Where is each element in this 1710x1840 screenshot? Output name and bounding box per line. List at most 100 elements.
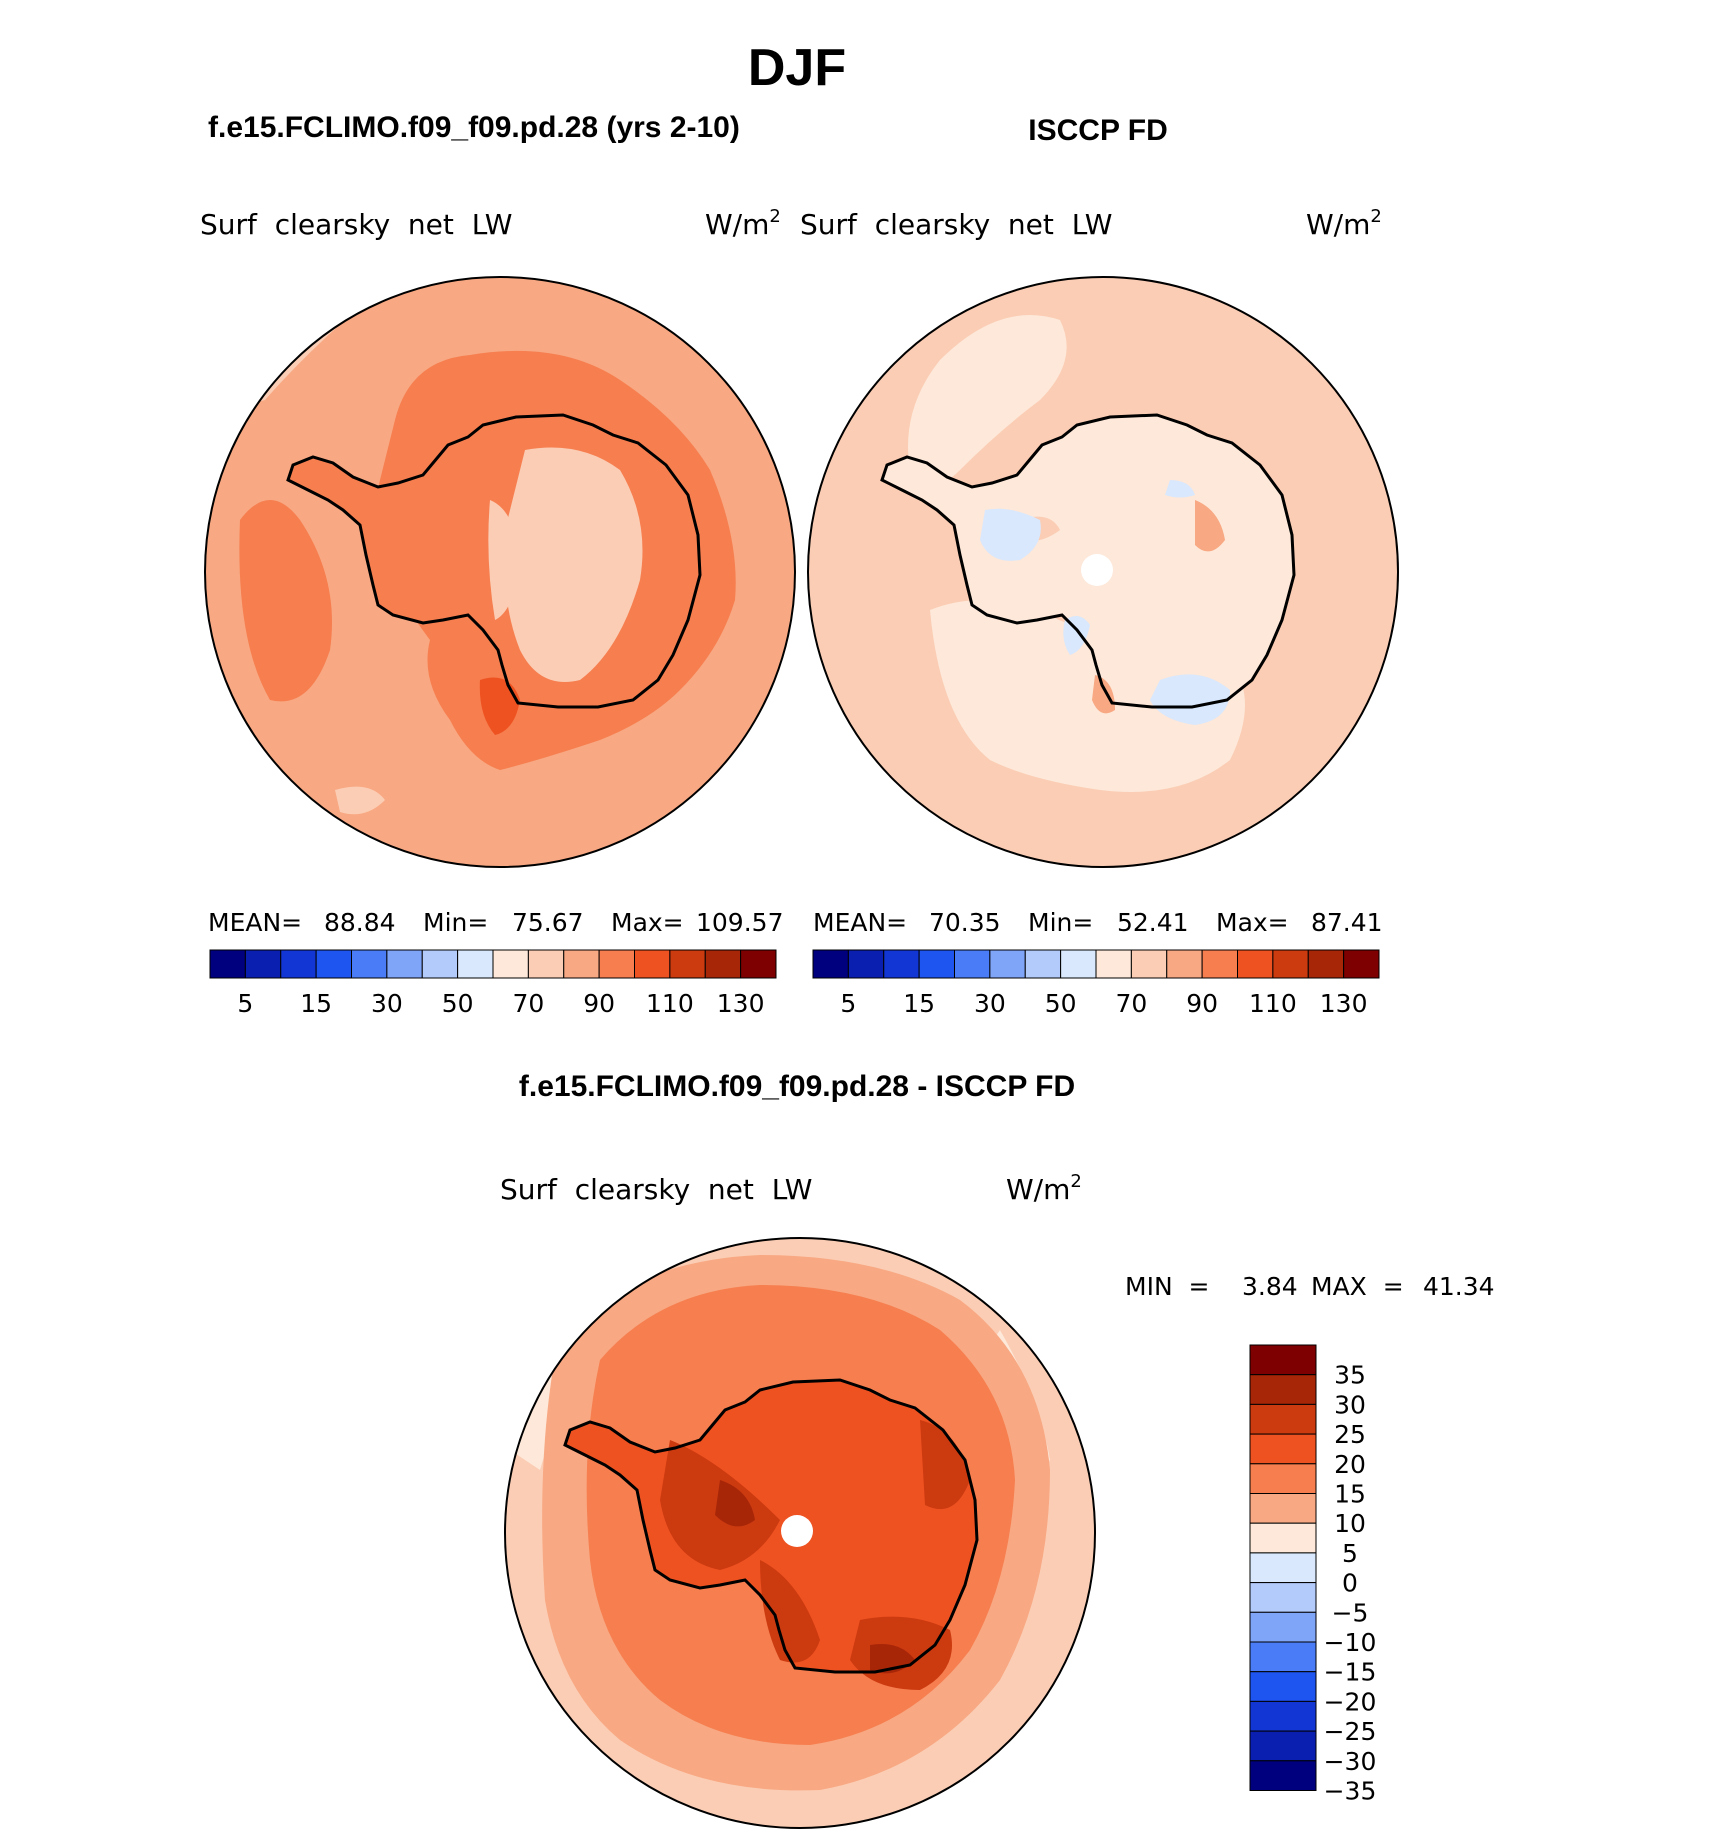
left-colorbar-box	[421, 949, 459, 979]
right-colorbar-box	[847, 949, 885, 979]
left-colorbar-box	[209, 949, 246, 979]
left-colorbar-box	[563, 949, 600, 979]
left-colorbar-box	[492, 949, 529, 979]
right-mean-value: 70.35	[929, 908, 1001, 937]
left-colorbar-box	[351, 949, 388, 979]
right-case-title: ISCCP FD	[1028, 114, 1167, 147]
left-variable-label: Surf clearsky net LW	[200, 208, 512, 241]
diff-colorbar-box	[1249, 1641, 1317, 1673]
right-max-value: 87.41	[1311, 908, 1383, 937]
right-colorbar: 5 15 30 50 70 90 110 130	[812, 949, 1380, 1018]
right-units-sup: 2	[1370, 206, 1381, 227]
diff-colorbar-label: −20	[1324, 1687, 1377, 1716]
left-colorbar-label: 110	[646, 989, 694, 1018]
right-colorbar-label: 90	[1186, 989, 1218, 1018]
diff-colorbar-box	[1249, 1522, 1317, 1554]
left-colorbar-label: 50	[442, 989, 474, 1018]
left-max-label: Max=	[611, 908, 684, 937]
left-colorbar-box	[598, 949, 635, 979]
diff-colorbar-box	[1249, 1374, 1317, 1405]
left-mean-label: MEAN=	[208, 908, 302, 937]
diff-colorbar-label: 15	[1334, 1480, 1366, 1509]
left-colorbar-label: 70	[512, 989, 544, 1018]
diff-polar-map	[505, 1238, 1095, 1828]
diff-colorbar-label: 25	[1334, 1420, 1366, 1449]
left-stats: MEAN= 88.84 Min= 75.67 Max= 109.57	[208, 908, 783, 937]
diff-colorbar-box	[1249, 1552, 1317, 1584]
left-colorbar-box	[669, 949, 706, 979]
left-min-value: 75.67	[512, 908, 584, 937]
right-colorbar-box	[1095, 949, 1132, 979]
diff-max-label: MAX =	[1311, 1272, 1404, 1301]
left-colorbar-box	[634, 949, 671, 979]
left-colorbar-label: 30	[371, 989, 403, 1018]
diff-colorbar-label: −25	[1324, 1717, 1377, 1746]
right-mean-label: MEAN=	[813, 908, 907, 937]
right-colorbar-label: 5	[840, 989, 856, 1018]
diff-colorbar-label: 35	[1334, 1361, 1366, 1390]
diff-colorbar-label: 20	[1334, 1450, 1366, 1479]
diff-colorbar-label: −5	[1332, 1598, 1369, 1627]
right-colorbar-box	[1307, 949, 1345, 979]
diff-min-value: 3.84	[1242, 1272, 1298, 1301]
left-colorbar-box	[704, 949, 742, 979]
right-colorbar-box	[1343, 949, 1380, 979]
left-colorbar-label: 130	[717, 989, 765, 1018]
right-colorbar-box	[1201, 949, 1238, 979]
right-stats: MEAN= 70.35 Min= 52.41 Max= 87.41	[813, 908, 1383, 937]
right-colorbar-label: 110	[1249, 989, 1297, 1018]
right-colorbar-box	[989, 949, 1026, 979]
diff-colorbar-box	[1249, 1433, 1317, 1465]
diff-colorbar-label: −15	[1324, 1658, 1377, 1687]
right-colorbar-label: 30	[974, 989, 1006, 1018]
right-variable-label: Surf clearsky net LW	[800, 208, 1112, 241]
left-colorbar-label: 90	[583, 989, 615, 1018]
left-max-value: 109.57	[696, 908, 783, 937]
diff-colorbar-box	[1249, 1760, 1317, 1792]
right-colorbar-box	[954, 949, 991, 979]
diff-colorbar-box	[1249, 1730, 1317, 1762]
diff-colorbar-box	[1249, 1582, 1317, 1613]
left-colorbar-box	[527, 949, 565, 979]
right-colorbar-label: 70	[1115, 989, 1147, 1018]
left-units-text: W/m	[705, 208, 769, 241]
diff-minmax: MIN = 3.84 MAX = 41.34	[1125, 1272, 1495, 1301]
diff-colorbar-label: 0	[1342, 1569, 1358, 1598]
diff-units-text: W/m	[1006, 1173, 1070, 1206]
diff-colorbar-box	[1249, 1403, 1317, 1435]
right-colorbar-box	[1130, 949, 1168, 979]
diff-colorbar-box	[1249, 1671, 1317, 1702]
right-colorbar-box	[812, 949, 849, 979]
left-map-border	[204, 276, 796, 868]
diff-colorbar-label: 10	[1334, 1509, 1366, 1538]
right-max-label: Max=	[1216, 908, 1289, 937]
right-units-text: W/m	[1306, 208, 1370, 241]
diff-min-label: MIN =	[1125, 1272, 1210, 1301]
left-polar-map	[205, 277, 795, 867]
diff-colorbar-box	[1249, 1344, 1317, 1376]
left-case-title: f.e15.FCLIMO.f09_f09.pd.28 (yrs 2-10)	[208, 111, 740, 144]
left-colorbar-box	[244, 949, 282, 979]
right-colorbar-box	[1024, 949, 1062, 979]
diff-colorbar-label: 5	[1342, 1539, 1358, 1568]
left-units-label: W/m2	[705, 206, 781, 241]
figure-title: DJF	[748, 39, 846, 97]
diff-case-title: f.e15.FCLIMO.f09_f09.pd.28 - ISCCP FD	[519, 1070, 1075, 1103]
right-colorbar-box	[918, 949, 955, 979]
right-colorbar-box	[1166, 949, 1203, 979]
left-colorbar-box	[280, 949, 317, 979]
right-colorbar-label: 50	[1045, 989, 1077, 1018]
left-colorbar-box	[386, 949, 423, 979]
diff-colorbar-label: 30	[1334, 1390, 1366, 1419]
left-units-sup: 2	[769, 206, 780, 227]
left-colorbar-box	[315, 949, 352, 979]
left-colorbar-box	[740, 949, 777, 979]
left-colorbar: 5 15 30 50 70 90 110 130	[209, 949, 777, 1018]
diff-units-sup: 2	[1070, 1171, 1081, 1192]
diff-units-label: W/m2	[1006, 1171, 1082, 1206]
right-polar-map	[808, 277, 1398, 867]
right-colorbar-box	[1272, 949, 1309, 979]
left-mean-value: 88.84	[324, 908, 396, 937]
